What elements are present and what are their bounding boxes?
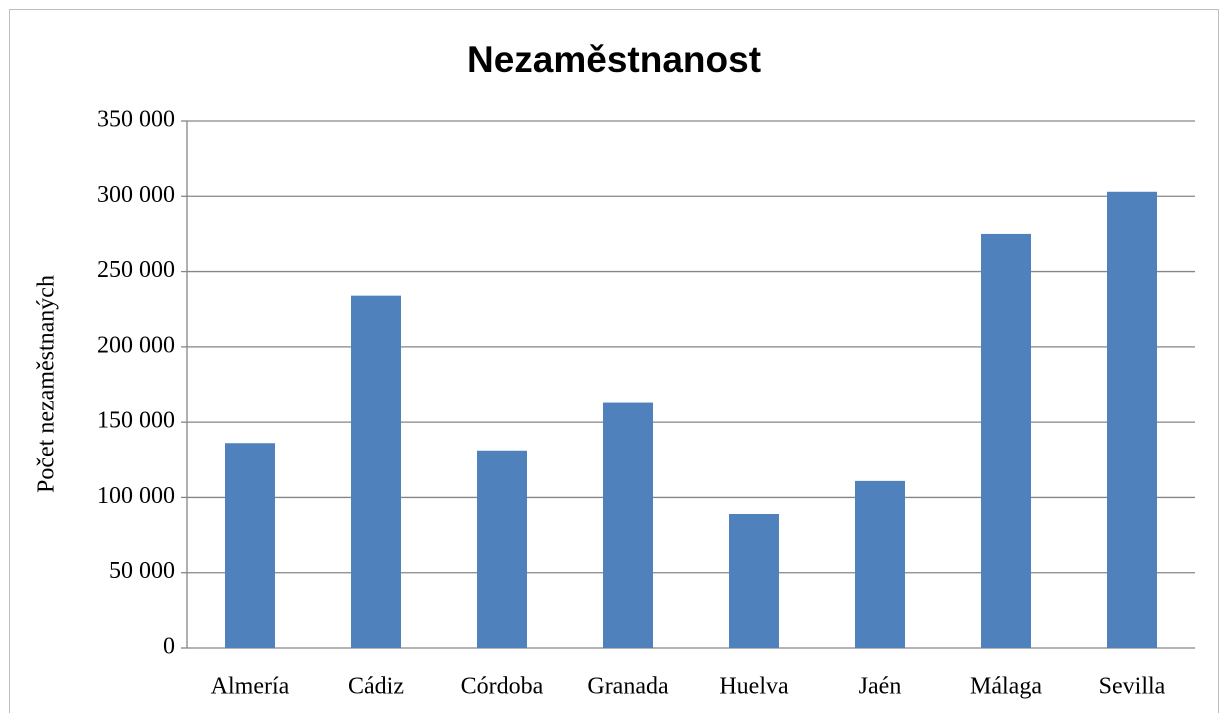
y-tick-label: 300 000 xyxy=(97,182,175,208)
bar xyxy=(225,443,275,648)
bar xyxy=(477,450,527,648)
y-tick-label: 350 000 xyxy=(97,107,175,133)
bar xyxy=(1107,191,1157,649)
x-tick-label: Córdoba xyxy=(461,674,544,700)
y-axis-label: Počet nezaměstnaných xyxy=(34,275,60,493)
y-tick-label: 150 000 xyxy=(97,408,175,434)
y-tick-label: 50 000 xyxy=(109,558,175,584)
x-tick-label: Jaén xyxy=(859,674,902,700)
x-tick-label: Málaga xyxy=(970,674,1042,700)
x-tick-label: Huelva xyxy=(719,674,789,700)
y-tick-label: 250 000 xyxy=(97,257,175,283)
x-tick-label: Sevilla xyxy=(1099,674,1166,700)
bar xyxy=(351,295,401,648)
x-tick-label: Almería xyxy=(211,674,290,700)
y-tick-label: 200 000 xyxy=(97,332,175,358)
x-tick-label: Cádiz xyxy=(348,674,404,700)
bar xyxy=(729,513,779,648)
chart-title: Nezaměstnanost xyxy=(467,39,761,80)
y-tick-label: 0 xyxy=(163,634,175,660)
bar xyxy=(603,402,653,648)
bar xyxy=(855,480,905,648)
y-tick-label: 100 000 xyxy=(97,483,175,509)
bar xyxy=(981,233,1031,648)
x-tick-label: Granada xyxy=(587,674,669,700)
